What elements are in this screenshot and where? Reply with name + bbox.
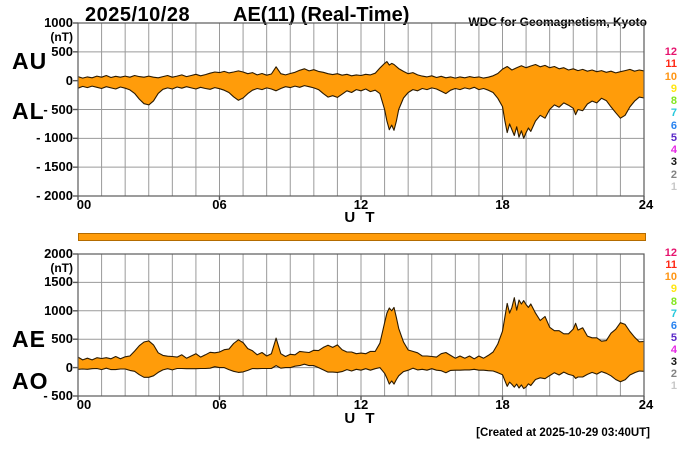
ae-ao-ytick--500: - 500	[43, 388, 73, 403]
au-al-xtick-18: 18	[495, 197, 510, 212]
au-al-ytick-1000: 1000	[44, 15, 73, 30]
organization-label: WDC for Geomagnetism, Kyoto	[468, 15, 647, 29]
ae-ao-station-count-6: 6	[670, 319, 677, 332]
au-al-ytick--2000: - 2000	[36, 188, 73, 203]
ae-ao-xtick-18: 18	[495, 397, 510, 412]
ae-ao-ytick-0: 0	[65, 359, 73, 375]
ae-ao-station-count-9: 9	[670, 283, 677, 296]
au-al-station-count-5: 5	[670, 131, 677, 144]
ae-ao-ytick-2000: 2000	[44, 246, 73, 261]
au-al-station-count-9: 9	[670, 82, 677, 95]
au-al-station-count-7: 7	[670, 107, 677, 120]
ae-ao-ytick-1000: 1000	[44, 302, 73, 318]
index-label-al: AL	[12, 98, 45, 124]
au-al-xtick-12: 12	[353, 197, 369, 212]
au-al-chart	[73, 22, 645, 200]
ae-ao-station-count-3: 3	[670, 355, 677, 368]
ae-ao-xtick-00: 00	[76, 397, 92, 412]
page-title: AE(11) (Real-Time)	[233, 4, 410, 26]
au-al-station-count-4: 4	[670, 144, 677, 156]
au-al-station-count-1: 1	[670, 180, 677, 193]
ae-ao-unit-label: (nT)	[50, 261, 73, 275]
ae-ao-station-count-4: 4	[670, 343, 677, 356]
au-al-station-count-6: 6	[670, 119, 677, 132]
au-al-station-count-12: 12	[664, 46, 677, 58]
au-al-station-count-3: 3	[670, 156, 677, 169]
au-al-station-count-2: 2	[670, 168, 677, 181]
ae-ao-station-count-12: 12	[664, 247, 677, 260]
ut-axis-label-bottom: U T	[344, 410, 378, 427]
ae-ao-station-count-11: 11	[665, 259, 677, 272]
ae-ao-xtick-06: 06	[212, 397, 227, 412]
ae-ao-station-count-7: 7	[670, 307, 677, 320]
ae-ao-station-count-8: 8	[670, 295, 677, 308]
au-al-station-count-11: 11	[665, 58, 677, 71]
au-al-xtick-00: 00	[76, 197, 92, 212]
au-al-ytick--1500: - 1500	[36, 159, 73, 175]
au-al-station-count-10: 10	[664, 70, 677, 83]
au-al-station-count-8: 8	[670, 95, 677, 107]
au-al-ytick--500: - 500	[43, 101, 73, 117]
ae-ao-station-count-10: 10	[664, 271, 677, 284]
index-label-ae: AE	[12, 326, 46, 352]
ae-ao-ytick-1500: 1500	[44, 274, 73, 290]
au-al-ytick--1000: - 1000	[36, 130, 73, 146]
au-al-ytick-0: 0	[65, 72, 73, 88]
data-availability-bar	[78, 233, 646, 241]
plot-date: 2025/10/28	[85, 4, 191, 26]
ae-ao-station-count-5: 5	[670, 331, 677, 344]
index-label-au: AU	[12, 48, 48, 74]
ae-ao-chart	[73, 253, 645, 400]
ae-ao-xtick-24: 24	[638, 397, 654, 412]
au-al-xtick-06: 06	[212, 197, 227, 212]
ae-ao-xtick-12: 12	[353, 397, 369, 412]
index-label-ao: AO	[12, 368, 49, 394]
created-timestamp: [Created at 2025-10-29 03:40UT]	[476, 427, 650, 439]
ae-ao-ytick-500: 500	[51, 331, 73, 347]
au-al-unit-label: (nT)	[50, 30, 73, 44]
au-al-ytick-500: 500	[51, 43, 73, 59]
ae-ao-station-count-2: 2	[670, 367, 677, 380]
ae-ao-station-count-1: 1	[670, 379, 677, 392]
ut-axis-label-top: U T	[344, 209, 378, 226]
au-al-xtick-24: 24	[638, 197, 654, 212]
